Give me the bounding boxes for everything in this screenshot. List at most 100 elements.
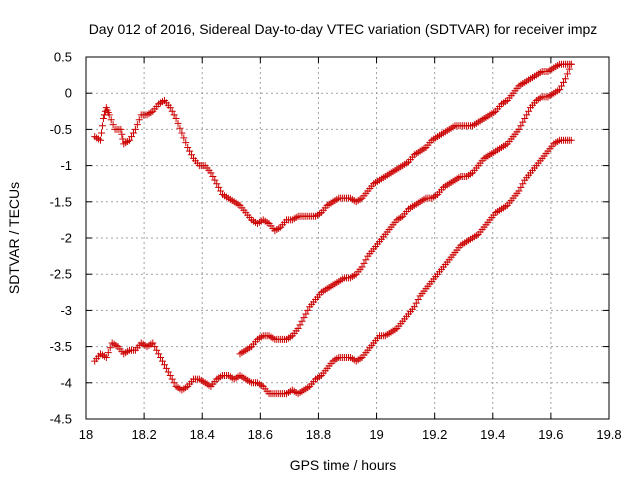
data-point — [118, 130, 126, 138]
y-tick-label: -1.5 — [50, 194, 72, 209]
data-point — [97, 136, 105, 144]
x-axis-label: GPS time / hours — [290, 457, 397, 473]
data-point — [567, 136, 575, 144]
data-point — [149, 339, 157, 347]
x-tick-label: 18.8 — [306, 427, 331, 442]
data-point — [109, 121, 117, 129]
data-point — [211, 176, 219, 184]
data-point — [294, 325, 302, 332]
series-lower-track — [91, 136, 575, 398]
tick-labels: 18 18.2 18.4 18.6 18.8 19 19.2 19.4 19.6 19.8 0.5 0… — [50, 50, 622, 443]
data-point — [104, 349, 112, 357]
data-point — [129, 129, 137, 137]
y-tick-label: -1 — [60, 158, 72, 173]
chart-title: Day 012 of 2016, Sidereal Day-to-day VTE… — [89, 21, 598, 37]
data-point — [186, 147, 194, 155]
data-point — [362, 256, 370, 264]
data-point — [164, 368, 172, 376]
data-point — [360, 259, 368, 267]
data-point — [556, 86, 564, 94]
data-point — [168, 375, 176, 383]
data-point — [151, 343, 159, 351]
data-point — [515, 187, 523, 195]
data-point — [180, 134, 188, 142]
data-point — [567, 60, 575, 68]
data-point — [525, 107, 533, 115]
x-tick-label: 18.2 — [131, 427, 156, 442]
data-point — [515, 125, 523, 133]
data-point — [168, 107, 176, 115]
data-point — [182, 139, 190, 147]
data-point — [517, 183, 525, 191]
x-tick-label: 19.6 — [538, 427, 563, 442]
series-middle-track — [236, 60, 575, 358]
data-point — [107, 116, 115, 124]
data-point — [176, 124, 184, 132]
data-point — [133, 121, 141, 129]
y-tick-label: -3 — [60, 303, 72, 318]
y-tick-label: 0.5 — [54, 50, 72, 65]
data-point — [213, 180, 221, 188]
y-tick-label: 0 — [65, 86, 72, 101]
y-tick-label: -0.5 — [50, 122, 72, 137]
data-point — [559, 78, 567, 86]
data-point — [412, 299, 420, 307]
data-point — [155, 350, 163, 358]
data-point — [102, 353, 110, 361]
data-point — [302, 310, 310, 318]
data-point — [170, 379, 178, 387]
data-markers — [91, 60, 575, 398]
data-point — [128, 133, 136, 141]
data-point — [166, 372, 174, 380]
x-tick-label: 19.2 — [422, 427, 447, 442]
data-point — [105, 111, 113, 119]
data-point — [131, 125, 139, 133]
x-tick-label: 19.4 — [480, 427, 505, 442]
x-tick-label: 19 — [369, 427, 383, 442]
y-tick-label: -3.5 — [50, 339, 72, 354]
data-point — [296, 321, 304, 329]
y-axis-label: SDTVAR / TECUs — [6, 182, 22, 294]
data-point — [97, 129, 105, 137]
data-point — [558, 82, 566, 90]
series-upper-track — [91, 60, 575, 235]
data-point — [99, 115, 107, 123]
data-point — [178, 129, 186, 137]
data-point — [217, 187, 225, 195]
data-point — [153, 346, 161, 354]
data-point — [517, 122, 525, 130]
y-tick-label: -2.5 — [50, 267, 72, 282]
data-point — [561, 75, 569, 83]
data-point — [174, 119, 182, 127]
data-point — [170, 111, 178, 119]
data-point — [157, 353, 165, 361]
data-point — [215, 183, 223, 191]
data-point — [172, 115, 180, 123]
y-tick-label: -4 — [60, 375, 72, 390]
data-point — [166, 104, 174, 112]
data-point — [523, 111, 531, 119]
data-point — [209, 172, 217, 180]
data-point — [414, 296, 422, 304]
data-point — [358, 263, 366, 271]
data-point — [519, 180, 527, 188]
data-point — [565, 65, 573, 73]
grid-lines — [86, 57, 609, 419]
data-point — [563, 70, 571, 78]
x-tick-label: 18.4 — [190, 427, 215, 442]
data-point — [159, 357, 167, 365]
data-point — [300, 314, 308, 322]
data-point — [98, 122, 106, 130]
plot-frame — [85, 56, 610, 420]
data-point — [304, 306, 312, 314]
y-tick-label: -2 — [60, 231, 72, 246]
y-tick-label: -4.5 — [50, 412, 72, 427]
x-tick-label: 19.8 — [596, 427, 621, 442]
data-point — [188, 151, 196, 159]
data-point — [119, 135, 127, 143]
axis-ticks — [85, 56, 610, 420]
data-point — [160, 361, 168, 369]
data-point — [207, 169, 215, 177]
data-point — [521, 115, 529, 123]
